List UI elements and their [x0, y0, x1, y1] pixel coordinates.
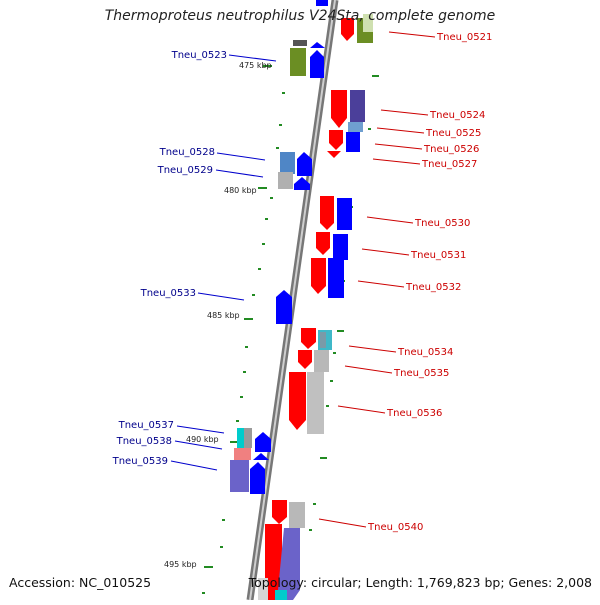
scale-label: 480 kbp	[224, 186, 257, 195]
accession-text: Accession: NC_010525	[9, 575, 152, 590]
gene-arrow-reverse[interactable]	[276, 290, 292, 324]
scale-label: 495 kbp	[164, 560, 197, 569]
gene-block-indigo[interactable]	[230, 460, 249, 492]
topology-text: Topology: circular; Length: 1,769,823 bp…	[248, 575, 592, 590]
gene-arrow-reverse[interactable]	[310, 42, 325, 48]
gene-label[interactable]: Tneu_0535	[393, 368, 449, 379]
gene-arrow-reverse[interactable]	[250, 462, 265, 494]
gene-label[interactable]: Tneu_0529	[157, 165, 213, 176]
gene-arrow-forward[interactable]	[289, 372, 306, 430]
gene-arrow-forward[interactable]	[341, 18, 354, 41]
gene-block-reverse[interactable]	[346, 132, 360, 152]
gene-label[interactable]: Tneu_0526	[423, 144, 479, 155]
gene-arrow-forward[interactable]	[331, 90, 347, 128]
gene-label[interactable]: Tneu_0528	[159, 147, 215, 158]
gene-block-cyan[interactable]	[275, 590, 287, 600]
gene-block-grey[interactable]	[258, 578, 268, 600]
gene-labels-left: Tneu_0523 Tneu_0528 Tneu_0529 Tneu_0533 …	[112, 50, 227, 467]
gene-label[interactable]: Tneu_0533	[140, 288, 196, 299]
leader-lines-right	[318, 31, 436, 528]
gene-block-grey[interactable]	[289, 502, 305, 528]
gene-block-steel[interactable]	[280, 152, 295, 174]
gene-arrow-forward[interactable]	[329, 130, 343, 150]
gene-arrow-forward[interactable]	[320, 196, 334, 230]
gene-arrow-forward[interactable]	[298, 350, 312, 369]
gene-block-grey[interactable]	[320, 332, 326, 348]
gene-label[interactable]: Tneu_0540	[367, 522, 423, 533]
gene-label[interactable]: Tneu_0534	[397, 347, 453, 358]
gene-arrow-reverse[interactable]	[316, 0, 328, 6]
gene-labels-right: Tneu_0521 Tneu_0524 Tneu_0525 Tneu_0526 …	[367, 32, 492, 533]
gene-block-reverse[interactable]	[333, 234, 348, 260]
gene-label[interactable]: Tneu_0532	[405, 282, 461, 293]
gene-label[interactable]: Tneu_0523	[171, 50, 227, 61]
gene-label[interactable]: Tneu_0537	[118, 420, 174, 431]
gene-arrow-reverse[interactable]	[255, 432, 271, 452]
gene-arrow-forward[interactable]	[301, 328, 316, 349]
gene-arrow-forward[interactable]	[272, 500, 287, 524]
gene-label[interactable]: Tneu_0525	[425, 128, 481, 139]
gene-label[interactable]: Tneu_0530	[414, 218, 470, 229]
gene-block-indigo[interactable]	[350, 90, 365, 122]
gene-label[interactable]: Tneu_0539	[112, 456, 168, 467]
gene-label[interactable]: Tneu_0521	[436, 32, 492, 43]
gene-block-light[interactable]	[363, 14, 373, 32]
gene-block-cyan[interactable]	[237, 428, 245, 448]
leader-lines-left	[170, 54, 277, 471]
scale-labels: 475 kbp 480 kbp 485 kbp 490 kbp 495 kbp	[164, 61, 272, 569]
gene-arrow-reverse[interactable]	[294, 177, 310, 190]
scale-label: 485 kbp	[207, 311, 240, 320]
gene-block-grey[interactable]	[314, 350, 329, 372]
gene-block-grey[interactable]	[278, 172, 293, 189]
gene-arrow-forward[interactable]	[265, 524, 282, 600]
scale-label: 490 kbp	[186, 435, 219, 444]
gene-label[interactable]: Tneu_0536	[386, 408, 442, 419]
gene-block-grey[interactable]	[307, 372, 324, 434]
gene-label[interactable]: Tneu_0538	[116, 436, 172, 447]
gene-label[interactable]: Tneu_0524	[429, 110, 485, 121]
gene-arrow-forward[interactable]	[327, 151, 341, 158]
gene-arrow-forward[interactable]	[316, 232, 330, 255]
genome-backbone-highlight	[249, 0, 336, 601]
gene-block-steel[interactable]	[348, 122, 363, 132]
gene-block-reverse[interactable]	[337, 198, 352, 230]
gene-arrow-reverse[interactable]	[297, 152, 312, 176]
gene-block-indigo[interactable]	[277, 528, 300, 600]
gene-label[interactable]: Tneu_0531	[410, 250, 466, 261]
gene-block-olive[interactable]	[290, 48, 306, 76]
gene-arrow-forward[interactable]	[311, 258, 326, 294]
gene-block-salmon[interactable]	[234, 448, 251, 460]
map-title: Thermoproteus neutrophilus V24Sta, compl…	[104, 8, 496, 24]
scale-label: 475 kbp	[239, 61, 272, 70]
gene-block-grey[interactable]	[244, 428, 252, 448]
gene-arrow-reverse[interactable]	[253, 453, 269, 460]
gene-arrow-reverse[interactable]	[310, 50, 324, 78]
gene-label[interactable]: Tneu_0527	[421, 159, 477, 170]
gene-block-grey[interactable]	[293, 40, 307, 46]
gene-block-reverse[interactable]	[328, 258, 344, 298]
